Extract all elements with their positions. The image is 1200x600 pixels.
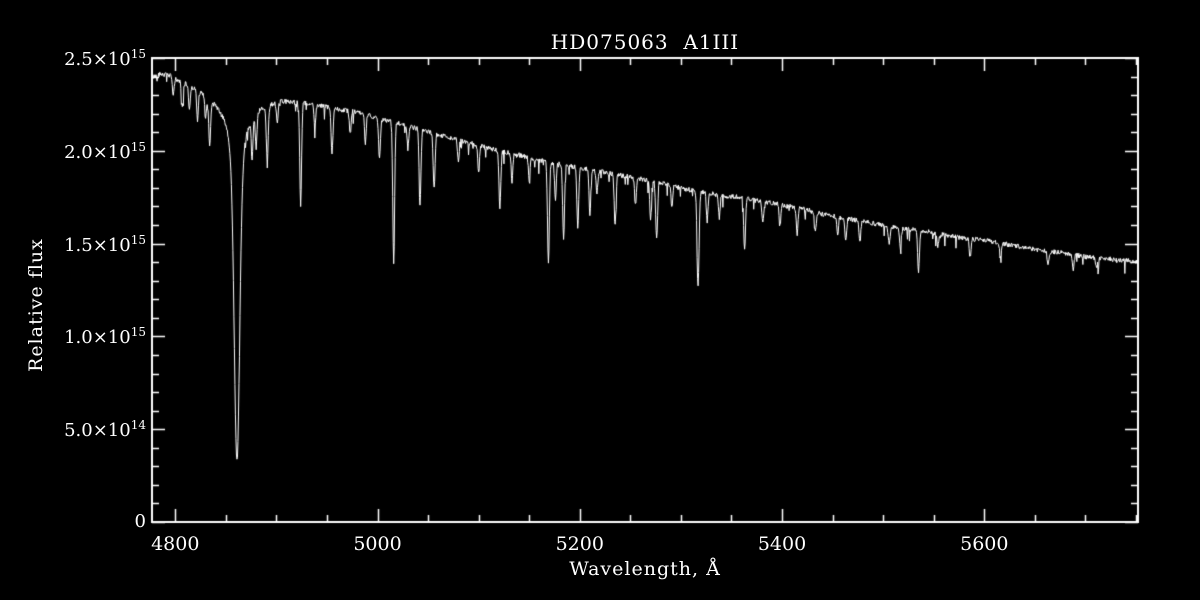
y-tick-label: 5.0×1014 [64,418,146,442]
x-tick-label: 5000 [353,533,402,555]
y-tick-label: 1.5×1015 [64,232,146,256]
y-tick-label: 0 [134,511,146,532]
plot-title: HD075063 A1III [550,30,740,54]
y-tick-label: 2.5×1015 [64,47,146,70]
x-axis-label: Wavelength, Å [569,558,721,580]
x-tick-label: 4800 [151,533,200,555]
y-tick-label: 1.0×1015 [64,325,146,349]
y-axis-label: Relative flux [25,238,47,372]
x-tick-label: 5200 [555,533,604,555]
y-tick-label: 2.0×1015 [64,139,146,163]
x-tick-label: 5600 [960,533,1009,555]
x-tick-label: 5400 [757,533,807,555]
